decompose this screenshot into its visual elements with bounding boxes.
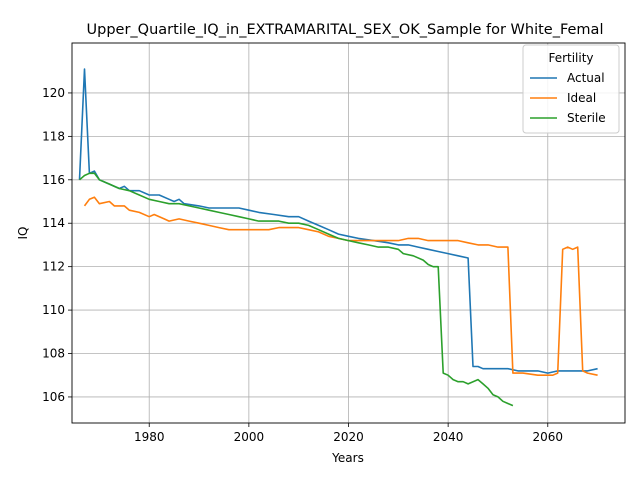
y-ticks: 106 108 110 112 114 116 118 120 (42, 86, 72, 404)
y-tick-label: 118 (42, 129, 65, 143)
y-tick-label: 114 (42, 216, 65, 230)
x-axis-label: Years (331, 451, 364, 465)
legend: Fertility Actual Ideal Sterile (522, 44, 620, 134)
y-tick-label: 120 (42, 86, 65, 100)
y-axis-label: IQ (16, 227, 30, 240)
y-tick-label: 108 (42, 347, 65, 361)
x-ticks: 1980 2000 2020 2040 2060 (134, 423, 563, 444)
series-lines (78, 68, 598, 407)
y-tick-label: 106 (42, 390, 65, 404)
legend-label-sterile: Sterile (567, 111, 606, 125)
y-tick-label: 112 (42, 260, 65, 274)
gridlines (72, 43, 625, 423)
y-tick-label: 116 (42, 173, 65, 187)
legend-title: Fertility (548, 51, 593, 65)
x-tick-label: 2040 (433, 430, 464, 444)
y-tick-label: 110 (42, 303, 65, 317)
series-line-actual (78, 68, 598, 374)
x-tick-label: 1980 (134, 430, 165, 444)
legend-label-ideal: Ideal (567, 91, 596, 105)
chart-title: Upper_Quartile_IQ_in_EXTRAMARITAL_SEX_OK… (87, 22, 604, 38)
legend-label-actual: Actual (567, 71, 605, 85)
x-tick-label: 2060 (533, 430, 564, 444)
series-line-sterile (78, 172, 514, 407)
x-tick-label: 2020 (333, 430, 364, 444)
legend-box (522, 44, 620, 134)
x-tick-label: 2000 (234, 430, 265, 444)
